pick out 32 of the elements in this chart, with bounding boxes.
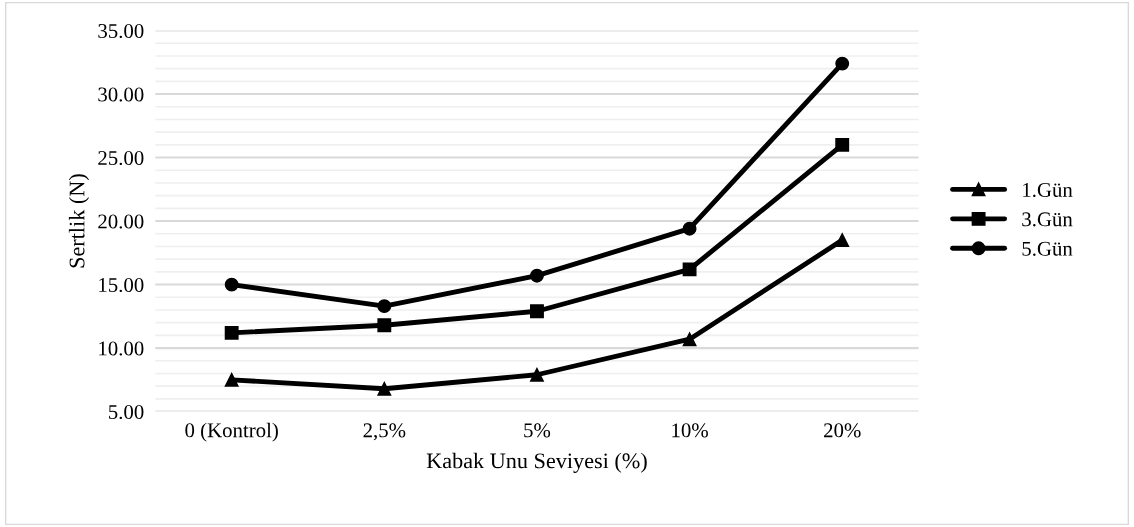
x-tick-label: 10% [672, 423, 708, 438]
x-axis-title: Kabak Unu Seviyesi (%) [426, 452, 647, 473]
point [377, 299, 392, 314]
y-tick-label: 30.00 [98, 87, 144, 102]
point [682, 262, 697, 277]
y-tick-label: 25.00 [98, 150, 144, 166]
y-tick-label: 5.00 [109, 404, 144, 420]
point [224, 277, 239, 292]
point [835, 233, 850, 248]
point [682, 332, 697, 347]
point [835, 137, 850, 152]
point [224, 325, 239, 340]
x-tick-label: 20% [824, 423, 861, 438]
point [530, 268, 544, 283]
y-tick-label: 10.00 [99, 341, 144, 356]
y-tick-label: 35.00 [98, 23, 144, 39]
legend-label: 1.Gün [1023, 182, 1073, 198]
point [530, 304, 544, 319]
y-axis-title: Sertlik (N) [68, 174, 90, 268]
legend-label: 3.Gün [1022, 212, 1073, 227]
point [224, 372, 239, 387]
x-tick-label: 2,5% [363, 423, 406, 441]
point [835, 56, 850, 71]
x-tick-label: 5% [524, 423, 551, 438]
y-tick-label: 20.00 [98, 214, 144, 229]
point [377, 381, 392, 396]
x-tick-label: 0 (Kontrol) [185, 422, 278, 442]
point [377, 318, 392, 333]
legend-label: 5.Gün [1022, 241, 1073, 256]
y-tick-label: 15.00 [99, 277, 144, 293]
point [682, 221, 697, 236]
point [530, 367, 544, 382]
